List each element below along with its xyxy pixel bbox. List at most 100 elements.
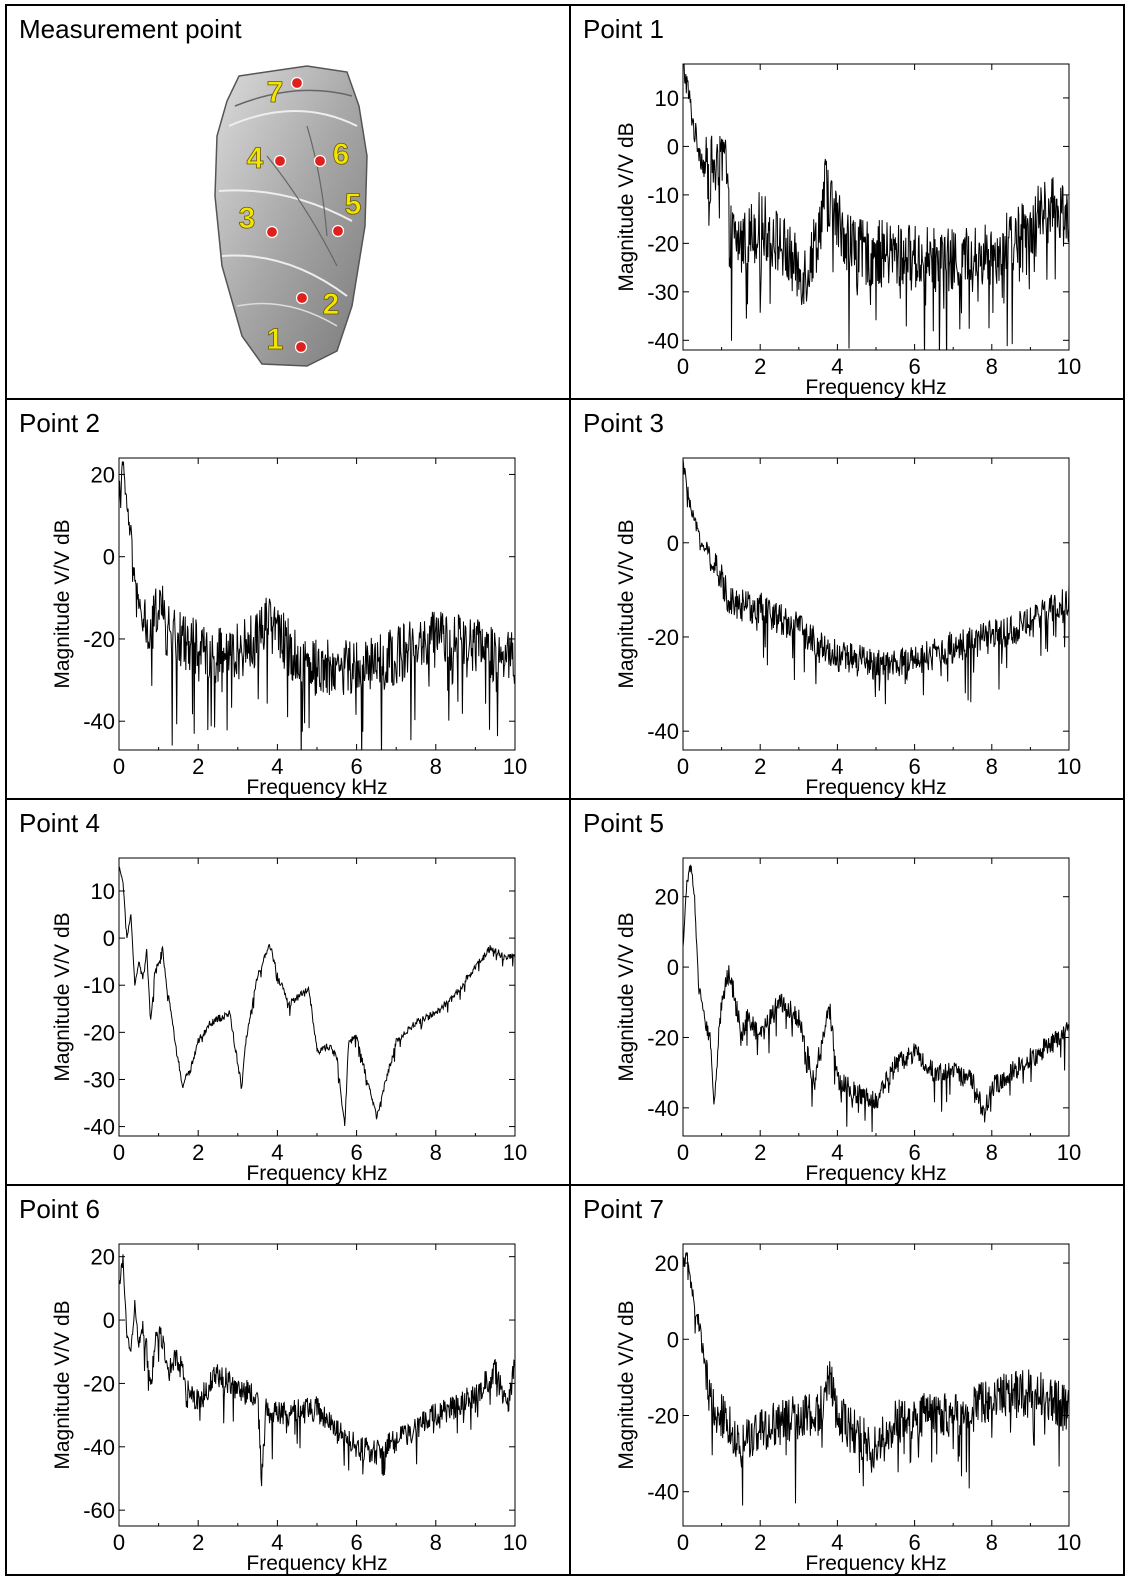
x-tick-label: 0 bbox=[113, 754, 125, 779]
y-tick-label: -20 bbox=[647, 231, 679, 256]
x-axis-label: Frequency kHz bbox=[805, 1552, 946, 1574]
figure-grid: Measurement point 1 2 3 4 5 6 7 Point 1 0 2 4 6 8 1… bbox=[5, 4, 1125, 1576]
y-tick-label: -40 bbox=[83, 709, 115, 734]
y-tick-label: 0 bbox=[667, 1327, 679, 1352]
y-tick-label: 10 bbox=[91, 879, 115, 904]
y-tick-label: 0 bbox=[667, 955, 679, 980]
x-tick-label: 8 bbox=[430, 754, 442, 779]
column-divider bbox=[569, 6, 571, 1574]
x-tick-label: 2 bbox=[192, 1140, 204, 1165]
x-tick-label: 4 bbox=[831, 1140, 843, 1165]
x-tick-label: 10 bbox=[1057, 754, 1081, 779]
series-line bbox=[119, 461, 515, 750]
frequency-chart: 0 2 4 6 8 10 0 -20 -40 Frequency kHz Magnitude V/V… bbox=[615, 457, 1081, 798]
x-tick-label: 8 bbox=[986, 1140, 998, 1165]
panel-title: Point 2 bbox=[19, 408, 100, 438]
measurement-label: 4 bbox=[247, 142, 264, 175]
x-tick-label: 0 bbox=[677, 1140, 689, 1165]
x-tick-label: 0 bbox=[677, 354, 689, 379]
measurement-label: 7 bbox=[267, 76, 284, 109]
measurement-point-panel: Measurement point 1 2 3 4 5 6 7 bbox=[7, 6, 569, 398]
frequency-chart: 0 2 4 6 8 10 20 0 -20 -40 Frequency kHz Magnitude V… bbox=[51, 457, 527, 798]
x-tick-label: 0 bbox=[677, 1530, 689, 1555]
panel-title: Point 5 bbox=[583, 808, 664, 838]
measurement-dot bbox=[294, 340, 308, 354]
panel-point-3: Point 3 0 2 4 6 8 10 0 -20 -40 Frequency kHz Magni… bbox=[571, 400, 1123, 798]
x-axis-label: Frequency kHz bbox=[246, 1162, 387, 1184]
specimen-vein bbox=[236, 302, 338, 327]
panel-point-5: Point 5 0 2 4 6 8 10 20 0 -20 -40 Frequency kHz Mag… bbox=[571, 800, 1123, 1184]
specimen-vein bbox=[234, 89, 353, 107]
frequency-chart: 0 2 4 6 8 10 20 0 -20 -40 Frequency kHz Magnitude V… bbox=[615, 857, 1081, 1184]
measurement-dot bbox=[331, 224, 345, 238]
y-tick-label: -40 bbox=[647, 1480, 679, 1505]
series-line bbox=[683, 1251, 1069, 1506]
frequency-chart: 0 2 4 6 8 10 10 0 -10 -20 -30 -40 Frequency kHz Magni… bbox=[51, 857, 527, 1184]
x-tick-label: 8 bbox=[986, 754, 998, 779]
x-tick-label: 0 bbox=[113, 1140, 125, 1165]
y-tick-label: 20 bbox=[91, 462, 115, 487]
measurement-dot bbox=[295, 291, 309, 305]
x-axis-label: Frequency kHz bbox=[246, 776, 387, 798]
y-tick-label: -20 bbox=[83, 1371, 115, 1396]
frequency-chart: 0 2 4 6 8 10 20 0 -20 -40 Frequency kHz Magnitude V… bbox=[615, 1243, 1081, 1574]
x-tick-label: 0 bbox=[113, 1530, 125, 1555]
y-axis-label: Magnitude V/V dB bbox=[51, 519, 74, 688]
y-tick-label: 20 bbox=[655, 885, 679, 910]
x-tick-label: 8 bbox=[430, 1140, 442, 1165]
x-tick-label: 6 bbox=[350, 1140, 362, 1165]
x-tick-label: 4 bbox=[271, 1140, 283, 1165]
plot-frame bbox=[682, 457, 1070, 751]
x-tick-label: 2 bbox=[754, 1530, 766, 1555]
series-line bbox=[119, 866, 515, 1127]
plot-frame bbox=[118, 1243, 516, 1527]
x-tick-label: 10 bbox=[1057, 1530, 1081, 1555]
y-tick-label: -20 bbox=[647, 625, 679, 650]
x-tick-label: 6 bbox=[908, 1140, 920, 1165]
x-tick-label: 10 bbox=[503, 1140, 527, 1165]
plot-frame bbox=[118, 457, 516, 751]
measurement-label: 5 bbox=[345, 188, 362, 221]
y-axis-label: Magnitude V/V dB bbox=[51, 1300, 74, 1469]
x-tick-label: 8 bbox=[430, 1530, 442, 1555]
x-tick-label: 0 bbox=[677, 754, 689, 779]
measurement-markers: 1 2 3 4 5 6 7 bbox=[238, 76, 362, 357]
panel-title: Point 7 bbox=[583, 1194, 664, 1224]
measurement-label: 1 bbox=[267, 323, 284, 356]
y-axis-label: Magnitude V/V dB bbox=[615, 122, 638, 291]
x-axis-label: Frequency kHz bbox=[805, 376, 946, 398]
y-tick-label: -40 bbox=[83, 1115, 115, 1140]
measurement-dot bbox=[273, 154, 287, 168]
x-tick-label: 2 bbox=[754, 1140, 766, 1165]
y-tick-label: -40 bbox=[647, 719, 679, 744]
row-divider bbox=[7, 798, 1123, 800]
x-tick-label: 2 bbox=[192, 754, 204, 779]
series-line bbox=[683, 458, 1069, 705]
y-axis-label: Magnitude V/V dB bbox=[615, 1300, 638, 1469]
x-tick-label: 10 bbox=[1057, 354, 1081, 379]
specimen-vein bbox=[218, 189, 353, 222]
frequency-chart: 0 2 4 6 8 10 20 0 -20 -40 -60 Frequency kHz Magnitud… bbox=[51, 1243, 527, 1574]
specimen-vein bbox=[228, 110, 358, 127]
x-tick-label: 4 bbox=[271, 1530, 283, 1555]
x-tick-label: 10 bbox=[503, 754, 527, 779]
x-tick-label: 10 bbox=[1057, 1140, 1081, 1165]
panel-title: Measurement point bbox=[19, 14, 242, 44]
y-tick-label: -30 bbox=[647, 280, 679, 305]
x-tick-label: 4 bbox=[271, 754, 283, 779]
y-tick-label: 0 bbox=[103, 1308, 115, 1333]
x-tick-label: 6 bbox=[908, 1530, 920, 1555]
panel-title: Point 1 bbox=[583, 14, 664, 44]
x-tick-label: 2 bbox=[192, 1530, 204, 1555]
y-axis-label: Magnitude V/V dB bbox=[615, 912, 638, 1081]
y-tick-label: -10 bbox=[647, 183, 679, 208]
plot-frame bbox=[682, 857, 1070, 1137]
measurement-dot bbox=[290, 76, 304, 90]
y-tick-label: 20 bbox=[91, 1245, 115, 1270]
x-tick-label: 2 bbox=[754, 754, 766, 779]
panel-title: Point 6 bbox=[19, 1194, 100, 1224]
y-tick-label: -60 bbox=[83, 1498, 115, 1523]
specimen-vein bbox=[221, 254, 348, 297]
y-tick-label: 20 bbox=[655, 1251, 679, 1276]
y-tick-label: -10 bbox=[83, 973, 115, 998]
